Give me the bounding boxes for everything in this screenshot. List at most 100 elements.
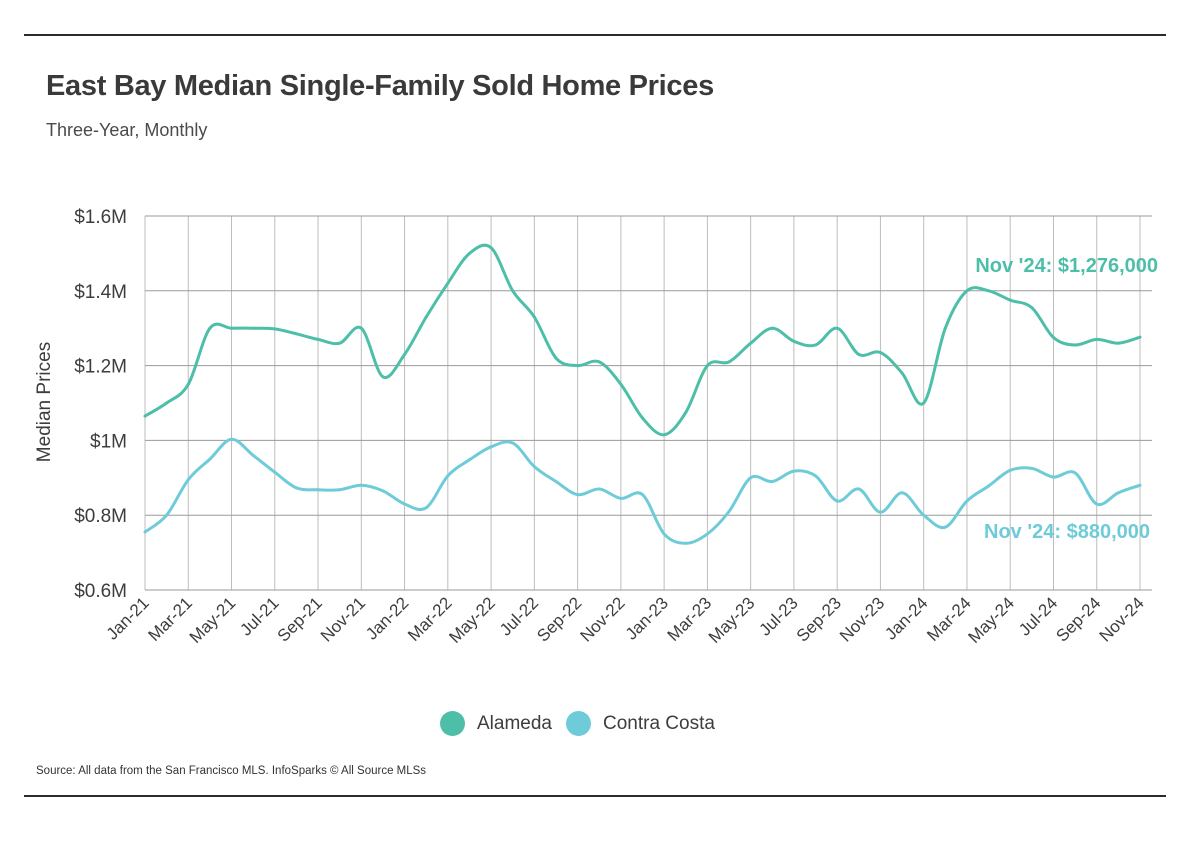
x-tick-label: Nov-23 (836, 593, 888, 645)
x-tick-label: May-22 (445, 593, 499, 647)
data-point-alameda (662, 433, 666, 437)
data-point-alameda (1051, 336, 1055, 340)
data-point-contra-costa (857, 487, 861, 491)
data-point-contra-costa (705, 532, 709, 536)
data-point-contra-costa (987, 484, 991, 488)
data-point-contra-costa (597, 487, 601, 491)
data-point-alameda (1095, 337, 1099, 341)
data-point-contra-costa (792, 469, 796, 473)
data-point-alameda (835, 326, 839, 330)
data-point-alameda (554, 356, 558, 360)
chart-subtitle: Three-Year, Monthly (46, 120, 208, 140)
data-point-contra-costa (943, 525, 947, 529)
y-axis-label: Median Prices (34, 342, 55, 462)
x-tick-label: Nov-22 (577, 593, 629, 645)
data-point-alameda (273, 327, 277, 331)
data-point-contra-costa (619, 496, 623, 500)
y-tick-label: $1M (90, 431, 127, 452)
data-point-alameda (1030, 306, 1034, 310)
data-point-alameda (532, 315, 536, 319)
data-point-alameda (359, 326, 363, 330)
data-point-contra-costa (1116, 491, 1120, 495)
y-axis-ticks: $1.6M $1.4M $1.2M $1M $0.8M $0.6M (74, 207, 127, 602)
y-tick-label: $0.6M (74, 581, 127, 602)
data-point-contra-costa (143, 530, 147, 534)
data-point-contra-costa (467, 458, 471, 462)
legend-item-alameda: Alameda (440, 711, 552, 736)
data-point-alameda (878, 351, 882, 355)
y-tick-label: $0.8M (74, 506, 127, 527)
gridlines (144, 215, 1152, 591)
data-point-alameda (338, 341, 342, 345)
data-point-alameda (1073, 343, 1077, 347)
x-tick-label: May-23 (705, 593, 759, 647)
data-point-contra-costa (641, 493, 644, 497)
data-point-contra-costa (576, 493, 580, 497)
y-tick-label: $1.4M (74, 282, 127, 303)
data-point-alameda (965, 289, 969, 293)
x-tick-label: May-21 (186, 593, 240, 647)
top-rule (24, 34, 1166, 36)
data-point-contra-costa (814, 474, 818, 478)
data-point-contra-costa (489, 445, 493, 449)
legend-swatch-contra-costa (566, 711, 591, 736)
chart-title: East Bay Median Single-Family Sold Home … (46, 70, 714, 102)
data-point-contra-costa (1138, 483, 1142, 487)
legend-label-alameda: Alameda (477, 712, 552, 734)
legend-swatch-alameda (440, 711, 465, 736)
data-point-alameda (143, 414, 147, 418)
data-point-alameda (316, 337, 320, 341)
data-point-alameda (987, 289, 991, 293)
data-point-contra-costa (511, 441, 515, 445)
data-point-alameda (705, 364, 709, 368)
data-point-contra-costa (1008, 468, 1012, 472)
data-point-contra-costa (186, 478, 190, 482)
data-point-contra-costa (273, 470, 277, 474)
data-point-alameda (381, 375, 385, 379)
data-point-contra-costa (165, 513, 169, 517)
data-point-contra-costa (338, 488, 342, 492)
data-point-contra-costa (770, 480, 774, 484)
data-point-contra-costa (1030, 466, 1034, 470)
data-point-contra-costa (965, 499, 969, 503)
data-point-alameda (597, 360, 601, 364)
data-point-alameda (230, 326, 234, 330)
x-tick-label: Jan-22 (362, 593, 412, 643)
data-point-contra-costa (403, 502, 407, 506)
data-point-contra-costa (251, 453, 255, 457)
y-tick-label: $1.6M (74, 207, 127, 228)
data-point-contra-costa (446, 474, 450, 478)
x-tick-label: Sep-21 (274, 593, 326, 645)
data-point-alameda (619, 382, 623, 386)
data-point-contra-costa (294, 486, 298, 490)
data-point-contra-costa (749, 476, 753, 480)
data-point-alameda (467, 251, 471, 255)
legend: Alameda Contra Costa (440, 711, 729, 736)
data-point-contra-costa (359, 483, 363, 487)
x-tick-label: Jan-24 (881, 593, 931, 643)
x-tick-label: Sep-23 (793, 593, 845, 645)
data-point-contra-costa (1095, 502, 1099, 506)
data-point-alameda (792, 339, 796, 343)
data-point-alameda (165, 401, 169, 405)
annotations: Nov '24: $1,276,000 Nov '24: $880,000 (975, 255, 1158, 543)
data-point-contra-costa (424, 506, 428, 510)
data-point-contra-costa (900, 491, 904, 495)
data-point-contra-costa (727, 509, 731, 513)
y-tick-label: $1.2M (74, 357, 127, 378)
x-tick-label: Sep-24 (1052, 593, 1104, 645)
data-point-alameda (922, 401, 926, 405)
data-point-alameda (446, 281, 450, 285)
data-point-alameda (1116, 341, 1120, 345)
data-point-contra-costa (230, 437, 234, 441)
annotation-label: Nov '24: $1,276,000 (975, 255, 1158, 277)
data-point-alameda (403, 352, 407, 356)
x-tick-label: Jan-23 (622, 593, 672, 643)
data-point-alameda (900, 371, 904, 375)
data-point-contra-costa (208, 457, 212, 461)
data-point-contra-costa (922, 513, 926, 517)
annotation-label: Nov '24: $880,000 (984, 521, 1150, 543)
data-point-contra-costa (1073, 471, 1077, 475)
data-point-alameda (641, 416, 644, 420)
